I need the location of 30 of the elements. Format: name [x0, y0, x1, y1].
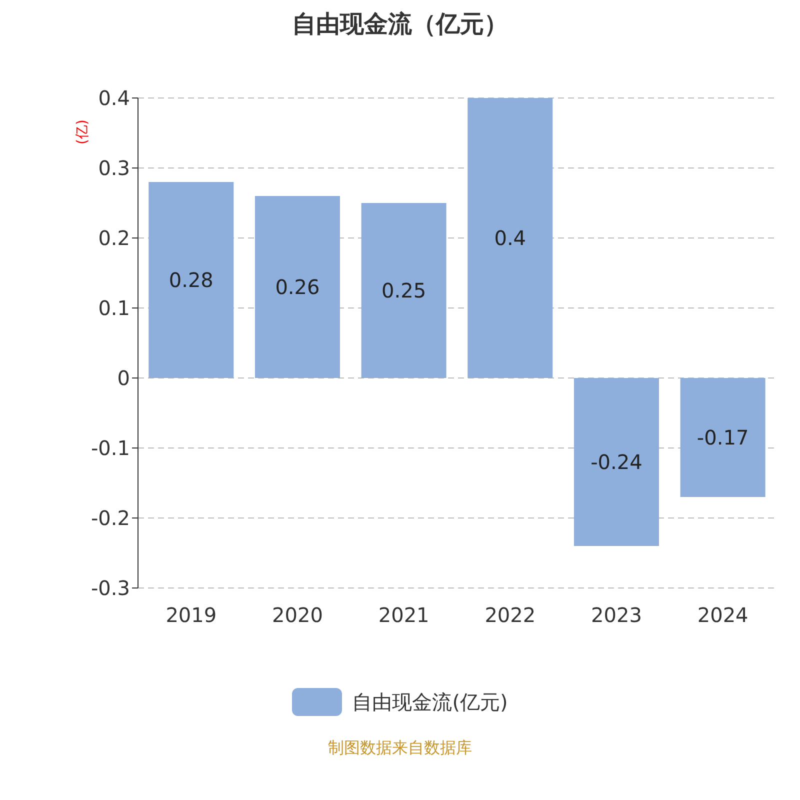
y-tick-label: 0.2: [98, 226, 130, 250]
x-tick-label: 2021: [378, 603, 430, 628]
data-label: -0.24: [590, 450, 642, 474]
y-tick-label: -0.3: [90, 576, 130, 600]
bar: [361, 203, 446, 378]
text: 制图数据来自数据库: [327, 738, 473, 759]
y-tick-label: -0.2: [90, 506, 130, 530]
x-tick-label: 2020: [272, 603, 323, 628]
data-label: 0.4: [494, 226, 526, 250]
legend-label: 自由现金流(亿元): [352, 688, 508, 716]
data-label: -0.17: [696, 426, 749, 450]
y-axis-title: (亿): [73, 120, 92, 144]
bar: [148, 182, 234, 378]
bar: [468, 98, 553, 378]
y-tick-label: -0.1: [90, 436, 130, 460]
data-label: 0.26: [275, 275, 320, 300]
data-label: 0.28: [168, 268, 214, 292]
y-tick-label: 0.1: [98, 296, 130, 320]
x-tick-label: 2024: [697, 603, 748, 628]
y-tick-label: 0.3: [98, 156, 130, 180]
bar: [680, 378, 766, 497]
x-tick-label: 2023: [591, 603, 642, 628]
x-tick-label: 2019: [166, 603, 217, 628]
y-tick-label: 0.4: [98, 86, 130, 110]
bar: [254, 196, 340, 378]
y-tick-label: 0: [117, 366, 130, 390]
data-label: 0.25: [382, 278, 426, 303]
chart-title: 自由现金流（亿元）: [291, 9, 509, 40]
x-tick-label: 2022: [484, 603, 536, 628]
bar: [574, 378, 659, 546]
